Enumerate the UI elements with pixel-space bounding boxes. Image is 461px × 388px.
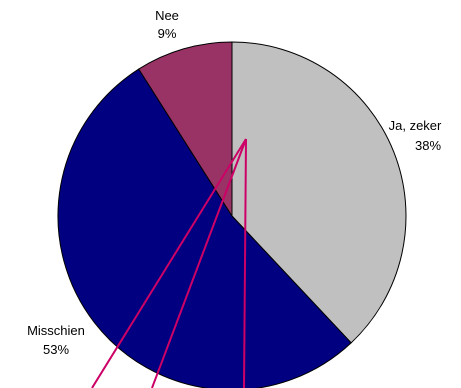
slice-value-misschien: 53% [43,342,69,357]
pie-slice-nee [138,41,233,218]
annotation-lines [91,138,247,388]
annotation-line-2 [151,138,247,388]
pie-slice-misschien [57,68,352,388]
slice-value-nee: 9% [158,26,177,41]
pie-slice-ja-zeker [231,41,407,344]
pie-slices [57,41,407,388]
annotation-line-3 [243,138,247,388]
annotation-line-1 [91,138,247,388]
slice-label-ja-zeker: Ja, zeker [389,118,442,133]
slice-label-misschien: Misschien [27,323,85,338]
slice-value-ja-zeker: 38% [415,138,441,153]
slice-label-nee: Nee [155,8,179,23]
